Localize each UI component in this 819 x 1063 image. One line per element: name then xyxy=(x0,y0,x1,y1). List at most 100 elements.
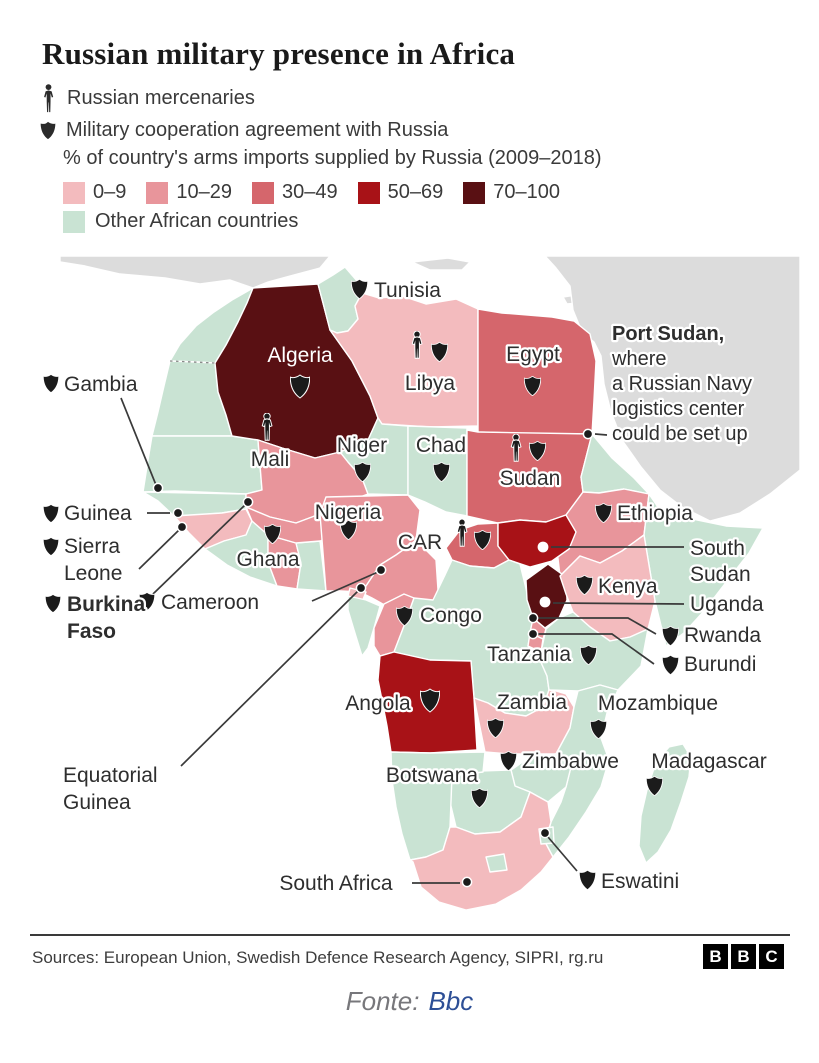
legend-arms-title: % of country's arms imports supplied by … xyxy=(63,147,602,169)
country-libya xyxy=(329,292,479,428)
label-gambia: Gambia xyxy=(64,373,138,396)
dot-equatorial-guinea xyxy=(355,582,367,594)
label-sudan: Sudan xyxy=(500,467,561,490)
dot-gambia xyxy=(152,482,164,494)
dot-uganda xyxy=(539,596,551,608)
swatch-50-69 xyxy=(357,181,380,204)
bbc-logo-letter-b2: B xyxy=(731,944,756,969)
label-mali: Mali xyxy=(251,448,290,471)
callout-line-sierra-leone xyxy=(138,529,180,570)
land-crete xyxy=(411,257,471,271)
legend-mercenaries-label: Russian mercenaries xyxy=(67,87,255,109)
label-sierra-leone-1: Sierra xyxy=(64,535,120,558)
label-cameroon: Cameroon xyxy=(161,591,259,614)
callout-line-burundi xyxy=(533,633,655,665)
dot-burkina-faso xyxy=(242,496,254,508)
label-burkina-faso-2: Faso xyxy=(67,620,116,643)
label-libya: Libya xyxy=(405,372,456,395)
label-kenya: Kenya xyxy=(598,575,658,598)
annotation-port-sudan-line3: a Russian Navy xyxy=(612,373,752,395)
label-tanzania: Tanzania xyxy=(487,643,571,666)
callout-line-rwanda xyxy=(533,617,657,635)
shield-icon-gambia xyxy=(43,374,59,393)
shield-icon-burkina-faso xyxy=(45,594,61,613)
label-uganda: Uganda xyxy=(690,593,764,616)
label-eswatini: Eswatini xyxy=(601,870,679,893)
dot-rwanda xyxy=(527,612,539,624)
label-madagascar: Madagascar xyxy=(651,750,767,773)
sources-text: Sources: European Union, Swedish Defence… xyxy=(32,948,604,967)
caption-source-link[interactable]: Bbc xyxy=(428,986,474,1016)
label-equatorial-guinea-1: Equatorial xyxy=(63,764,158,787)
legend-row-mercenaries: Russian mercenaries xyxy=(40,84,255,113)
swatch-50-69-label: 50–69 xyxy=(387,181,444,203)
label-sierra-leone-2: Leone xyxy=(64,562,122,585)
page-title: Russian military presence in Africa xyxy=(42,36,516,71)
country-togo-benin xyxy=(295,540,327,592)
dot-cameroon xyxy=(375,564,387,576)
label-mozambique: Mozambique xyxy=(598,692,718,715)
country-gabon xyxy=(347,595,381,657)
label-equatorial-guinea-2: Guinea xyxy=(63,791,131,814)
bbc-logo: B B C xyxy=(703,944,784,969)
dot-south-sudan xyxy=(537,541,549,553)
callout-line-equatorial-guinea xyxy=(180,590,359,767)
callout-line-cameroon xyxy=(311,571,379,602)
label-zambia: Zambia xyxy=(497,691,567,714)
label-ethiopia: Ethiopia xyxy=(617,502,693,525)
label-nigeria: Nigeria xyxy=(315,501,382,524)
label-car: CAR xyxy=(398,531,442,554)
label-zimbabwe: Zimbabwe xyxy=(522,750,619,773)
label-angola: Angola xyxy=(345,692,411,715)
bbc-logo-letter-b1: B xyxy=(703,944,728,969)
swatch-70-100-label: 70–100 xyxy=(493,181,560,203)
label-congo: Congo xyxy=(420,604,482,627)
dot-south-africa xyxy=(461,876,473,888)
shield-icon-burundi xyxy=(662,655,679,675)
border-morocco-western-sahara xyxy=(169,360,216,364)
country-madagascar xyxy=(638,743,692,864)
label-niger: Niger xyxy=(337,434,387,457)
mercenary-person-icon xyxy=(44,84,54,113)
swatch-other xyxy=(63,210,85,233)
dot-sierra-leone xyxy=(176,521,188,533)
dot-burundi xyxy=(527,628,539,640)
bbc-logo-letter-c: C xyxy=(759,944,784,969)
label-south-sudan-1: South xyxy=(690,537,745,560)
legend-row-other: Other African countries xyxy=(63,210,298,233)
label-guinea: Guinea xyxy=(64,502,132,525)
label-chad: Chad xyxy=(416,434,466,457)
country-egypt xyxy=(477,308,597,435)
callout-line-burkina-faso xyxy=(152,504,246,595)
swatch-30-49 xyxy=(252,181,274,204)
shield-icon-eswatini xyxy=(579,870,596,890)
label-burundi: Burundi xyxy=(684,653,756,676)
footer-divider xyxy=(30,934,790,936)
label-botswana: Botswana xyxy=(386,764,479,787)
annotation-port-sudan-line4: logistics center xyxy=(612,398,745,420)
country-zambia xyxy=(473,689,575,755)
country-south-africa xyxy=(409,791,554,911)
swatch-0-9-label: 0–9 xyxy=(93,181,127,203)
legend-category-swatches: 0–9 10–29 30–49 50–69 70–100 xyxy=(63,181,560,204)
caption: Fonte: Bbc xyxy=(0,986,819,1017)
country-south-sudan xyxy=(497,514,577,568)
swatch-10-29-label: 10–29 xyxy=(176,181,232,203)
annotation-port-sudan-line2: where xyxy=(611,348,666,370)
callout-line-uganda xyxy=(552,602,685,605)
country-lesotho xyxy=(485,853,508,873)
callout-line-port-sudan xyxy=(594,433,608,436)
callout-line-gambia xyxy=(120,397,157,486)
shield-icon-sierra-leone xyxy=(43,537,59,556)
caption-prefix: Fonte: xyxy=(345,986,420,1016)
swatch-0-9 xyxy=(63,181,85,204)
land-iberia xyxy=(59,255,331,289)
label-south-sudan-2: Sudan xyxy=(690,563,751,586)
label-algeria: Algeria xyxy=(267,344,333,367)
swatch-10-29 xyxy=(146,181,169,204)
cooperation-shield-icon xyxy=(40,121,56,140)
swatch-70-100 xyxy=(463,181,486,204)
annotation-port-sudan-line5: could be set up xyxy=(612,423,748,445)
